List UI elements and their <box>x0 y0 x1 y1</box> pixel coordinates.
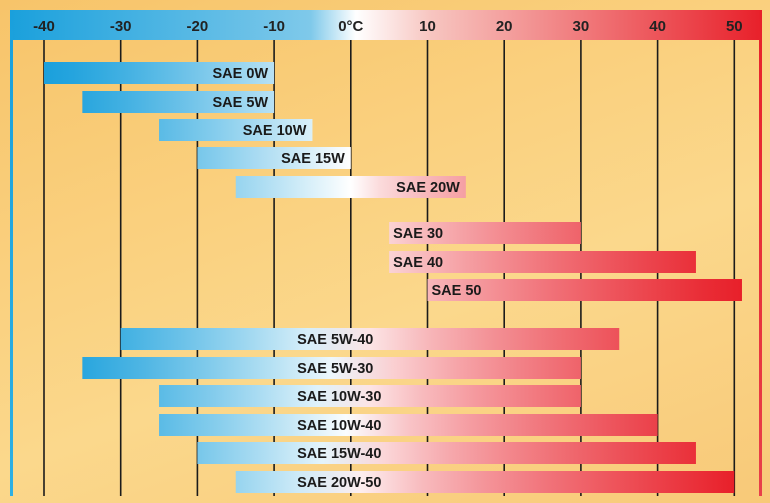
bar-label: SAE 5W-30 <box>297 361 373 377</box>
x-tick-label: -10 <box>263 18 285 35</box>
bar-label: SAE 15W-40 <box>297 446 381 462</box>
x-tick-label: -30 <box>110 18 132 35</box>
bar-label: SAE 40 <box>393 255 443 271</box>
bar-label: SAE 5W-40 <box>297 332 373 348</box>
bar <box>159 385 581 407</box>
header-band <box>10 10 762 40</box>
bar-label: SAE 10W-30 <box>297 389 381 405</box>
bar <box>235 176 466 198</box>
frame-right <box>759 10 762 496</box>
x-tick-label: 10 <box>419 18 436 35</box>
bar <box>82 91 275 113</box>
bar-label: SAE 30 <box>393 226 443 242</box>
bar <box>120 328 620 350</box>
bar <box>389 222 581 244</box>
bar <box>44 62 275 84</box>
x-tick-label: 0°C <box>338 18 363 35</box>
bar <box>235 471 735 493</box>
bar-label: SAE 0W <box>213 66 269 82</box>
bar-label: SAE 10W-40 <box>297 418 381 434</box>
x-tick-label: 40 <box>649 18 666 35</box>
bar-label: SAE 50 <box>432 283 482 299</box>
bar <box>389 251 696 273</box>
bar <box>82 357 581 379</box>
bar <box>197 147 351 169</box>
x-tick-label: 20 <box>496 18 513 35</box>
x-tick-label: 50 <box>726 18 743 35</box>
x-tick-label: -40 <box>33 18 55 35</box>
bar-label: SAE 10W <box>243 123 307 139</box>
bar-label: SAE 15W <box>281 151 345 167</box>
bar <box>197 442 696 464</box>
x-tick-label: -20 <box>187 18 209 35</box>
bar-label: SAE 5W <box>213 95 269 111</box>
frame-left <box>10 10 13 496</box>
bar-label: SAE 20W-50 <box>297 475 381 491</box>
x-tick-label: 30 <box>573 18 590 35</box>
bar <box>159 119 313 141</box>
bar <box>159 414 658 436</box>
bar <box>427 279 742 301</box>
bar-label: SAE 20W <box>396 180 460 196</box>
